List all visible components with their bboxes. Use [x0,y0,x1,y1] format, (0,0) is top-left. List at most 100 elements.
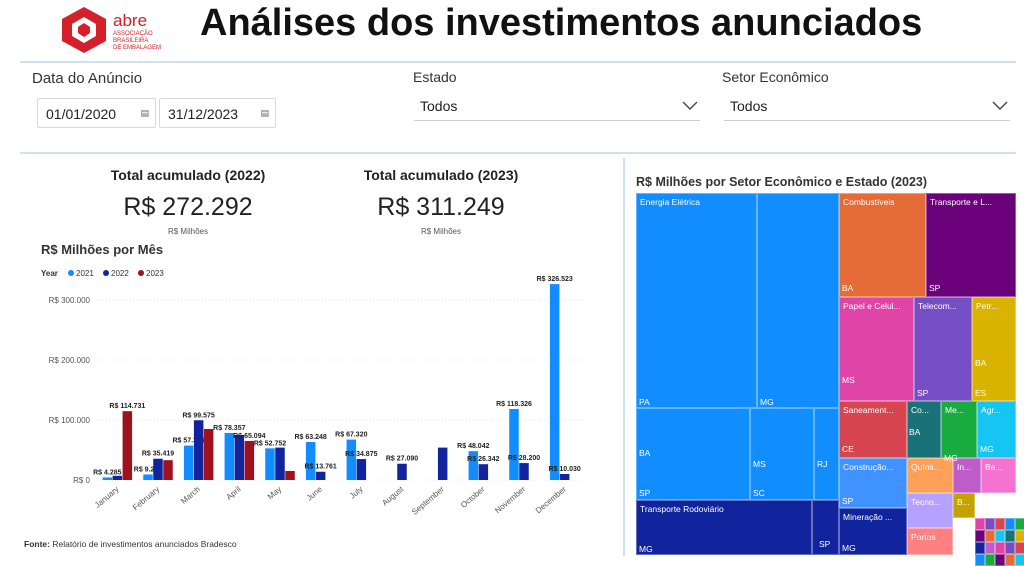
data-label: R$ 35.419 [142,451,174,458]
bar-2021-July [346,439,357,480]
treemap-cell-small[interactable] [975,518,985,530]
bar-2022-August [397,463,407,480]
treemap-cell[interactable]: Tecno... [907,493,953,528]
treemap-cell-small[interactable] [985,554,995,566]
treemap-cell-small[interactable] [985,542,995,554]
calendar-icon[interactable]: ▤ [140,108,149,118]
data-label: R$ 10.030 [549,466,581,473]
treemap-cell-small[interactable] [1005,554,1015,566]
treemap-cell-small[interactable] [995,542,1005,554]
y-tick-label: R$ 300.000 [49,296,91,305]
x-tick-label: October [459,484,487,509]
bar-2022-July [356,459,367,480]
treemap-cell[interactable] [636,408,750,500]
source-text: Relatório de investimentos anunciados Br… [52,539,237,549]
treemap-sector-label: Construção... [843,462,894,472]
panel-divider [623,158,625,556]
treemap-cell[interactable]: Transporte Rodoviário [636,500,812,555]
data-label: R$ 118.326 [496,401,532,408]
treemap-cell-small[interactable] [1015,554,1024,566]
treemap-cell[interactable]: Telecom... [914,297,972,401]
setor-dropdown[interactable]: Todos [724,93,1010,121]
treemap-sector-label: Agr... [981,405,1001,415]
legend-label-2021: 2021 [76,269,94,278]
treemap-cell[interactable]: Construção... [839,458,907,508]
treemap-cell-small[interactable] [1015,542,1024,554]
treemap-cell[interactable]: Quími... [907,458,953,493]
treemap-cell[interactable]: Co... [907,401,941,458]
bar-2021-January [102,477,113,480]
treemap-cell-small[interactable] [995,554,1005,566]
bar-2022-May [275,447,285,480]
treemap-state-label: BA [639,448,651,458]
x-tick-label: January [93,485,121,510]
date-from-input[interactable]: 01/01/2020 ▤ [37,98,156,128]
treemap-state-label: MG [760,397,774,407]
treemap-cell-small[interactable] [975,542,985,554]
kpi-2022-unit: R$ Milhões [167,227,208,236]
date-filter-label: Data do Anúncio [32,70,143,87]
treemap-cell[interactable] [750,408,814,500]
data-label: R$ 34.875 [345,451,377,458]
logo-word: abre [113,11,148,30]
treemap-cell[interactable] [812,500,839,555]
treemap-cell[interactable]: Saneament... [839,401,907,458]
kpi-2022-title: Total acumulado (2022) [110,167,266,183]
logo-sub-3: DE EMBALAGEM [113,45,162,51]
x-tick-label: December [534,484,568,515]
kpi-2023-title: Total acumulado (2023) [363,167,519,183]
treemap-cell[interactable]: B... [953,493,975,518]
treemap-cell[interactable]: Me... [941,401,977,458]
treemap-cell-small[interactable] [1015,530,1024,542]
treemap-cell[interactable]: Portos [907,528,953,555]
data-label: R$ 4.285 [93,469,122,476]
treemap-state-label: MG [842,543,856,553]
treemap-sector-label: Petr... [976,301,999,311]
treemap-cell-small[interactable] [985,530,995,542]
date-to-input[interactable]: 31/12/2023 ▤ [159,98,276,128]
bar-2021-February [143,474,153,480]
treemap-cell[interactable]: Mineração ... [839,508,907,555]
treemap-cell[interactable]: Be... [981,458,1016,493]
treemap-cell-small[interactable] [975,530,985,542]
bar-2023-March [203,429,214,480]
treemap-state-label: MS [753,459,766,469]
treemap-cell[interactable]: Papel e Celul... [839,297,914,401]
treemap-cell-small[interactable] [1005,542,1015,554]
treemap-cell[interactable]: Agr... [977,401,1016,458]
treemap-cell[interactable] [814,408,839,500]
treemap-cell-small[interactable] [995,518,1005,530]
x-tick-label: August [380,484,405,507]
treemap-cell[interactable]: Combustíveis [839,193,926,297]
treemap-sector-label: Transporte Rodoviário [640,504,724,514]
bar-2022-December [559,473,570,480]
calendar-icon[interactable]: ▤ [260,108,269,118]
data-label: R$ 9.254 [134,466,163,473]
treemap-cell[interactable] [757,193,839,408]
treemap-cell[interactable]: Transporte e L... [926,193,1016,297]
treemap-cell-small[interactable] [995,530,1005,542]
bar-2022-March [193,420,204,480]
treemap-state-label: SP [819,539,831,549]
bar-2021-October [468,451,479,480]
treemap-cell-small[interactable] [985,518,995,530]
bar-2021-April [224,432,235,480]
treemap-cell[interactable]: Energia Elétrica [636,193,757,408]
x-tick-label: July [348,485,365,501]
treemap-sector-label: Co... [911,405,929,415]
treemap-cell-small[interactable] [1015,518,1024,530]
legend-marker-2021 [68,270,74,276]
data-label: R$ 48.042 [457,443,489,450]
treemap-cell[interactable]: In... [953,458,981,493]
treemap-cell-small[interactable] [1005,530,1015,542]
estado-dropdown[interactable]: Todos [414,93,700,121]
y-tick-label: R$ 0 [73,476,90,485]
bar-2023-April [244,440,255,480]
treemap-cell[interactable]: Petr... [972,297,1016,401]
x-tick-label: March [179,485,202,506]
monthly-bar-chart: Year 2021 2022 2023 R$ 0 R$ 100.000 R$ 200.000… [41,269,585,517]
date-to-value: 31/12/2023 [168,106,239,122]
treemap-cell-small[interactable] [1005,518,1015,530]
abre-logo: abre ASSOCIAÇÃO BRASILEIRA DE EMBALAGEM [58,5,168,57]
treemap-cell-small[interactable] [975,554,985,566]
